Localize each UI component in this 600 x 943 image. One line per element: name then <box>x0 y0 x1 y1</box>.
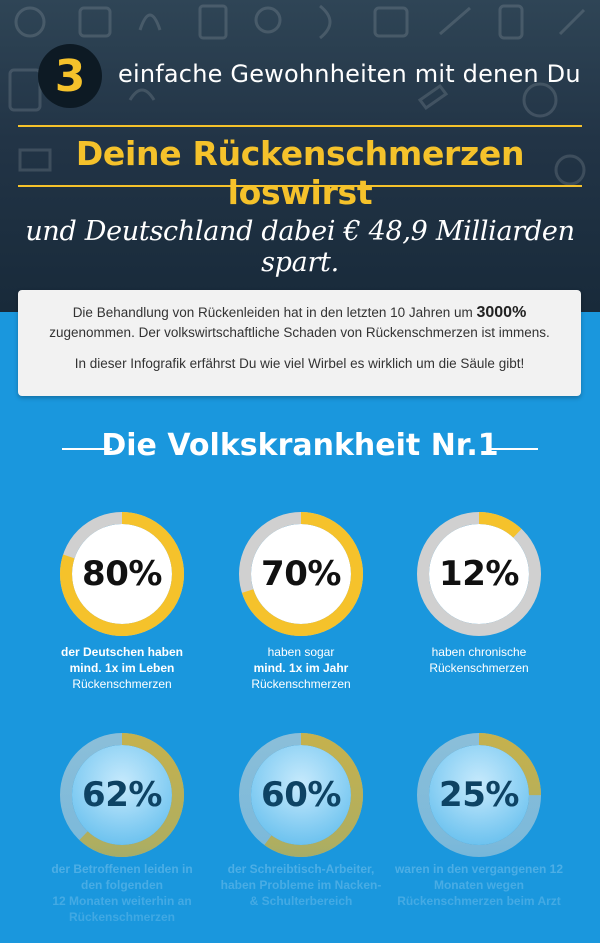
info-paragraph-1: Die Behandlung von Rückenleiden hat in d… <box>18 303 581 343</box>
divider-top <box>18 125 582 127</box>
stat-value: 25% <box>439 775 519 815</box>
caption-line: Rückenschmerzen <box>68 910 176 924</box>
info-box: Die Behandlung von Rückenleiden hat in d… <box>18 290 581 396</box>
info-text: Die Behandlung von Rückenleiden hat in d… <box>72 305 473 320</box>
progress-ring <box>60 512 184 636</box>
caption-line: Rückenschmerzen <box>72 677 172 691</box>
caption-line: den folgenden <box>81 878 163 892</box>
caption-line: 12 Monaten weiterhin an <box>52 894 192 908</box>
title-rule-right <box>488 448 538 450</box>
number-badge: 3 <box>38 44 102 108</box>
ring-face <box>429 524 529 624</box>
subtitle: und Deutschland dabei € 48,9 Milliarden … <box>25 216 575 278</box>
caption-line: Monaten wegen <box>433 878 524 892</box>
stat-value: 60% <box>261 775 341 815</box>
caption-line: mind. 1x im Leben <box>69 661 175 675</box>
info-highlight: 3000% <box>476 304 527 321</box>
divider-bottom <box>18 185 582 187</box>
stat-caption: waren in den vergangenen 12 Monaten wege… <box>389 861 569 909</box>
caption-line: mind. 1x im Jahr <box>253 661 349 675</box>
stat-value: 80% <box>82 554 162 594</box>
caption-line: der Deutschen haben <box>60 645 184 659</box>
section-title: Die Volkskrankheit Nr.1 <box>101 428 499 463</box>
ring-progress-arc <box>417 512 541 636</box>
stat-caption: haben chronische Rückenschmerzen <box>389 644 569 676</box>
caption-line: der Schreibtisch-Arbeiter, <box>227 862 375 876</box>
caption-line: der Betroffenen leiden in <box>51 862 193 876</box>
caption-line: Rückenschmerzen <box>251 677 351 691</box>
title-rule-left <box>62 448 112 450</box>
ring-face <box>72 524 172 624</box>
stat-caption: haben sogar mind. 1x im Jahr Rückenschme… <box>211 644 391 692</box>
caption-line: waren in den vergangenen 12 <box>394 862 564 876</box>
caption-line: haben Probleme im Nacken- <box>220 878 382 892</box>
info-paragraph-2: In dieser Infografik erfährst Du wie vie… <box>74 356 525 371</box>
progress-ring <box>417 512 541 636</box>
caption-line: haben chronische <box>431 645 527 659</box>
page-title: Deine Rückenschmerzen loswirst <box>75 134 525 212</box>
ring-face <box>251 524 351 624</box>
ring-progress-arc <box>60 512 184 636</box>
intro-text: einfache Gewohnheiten mit denen Du <box>118 60 581 88</box>
info-text-cont: zugenommen. Der volkswirtschaftliche Sch… <box>49 325 550 340</box>
medical-icons-pattern <box>8 4 586 186</box>
stat-value: 62% <box>82 775 162 815</box>
stat-value: 70% <box>261 554 341 594</box>
caption-line: haben sogar <box>267 645 335 659</box>
ring-progress-arc <box>239 512 363 636</box>
caption-line: Rückenschmerzen <box>429 661 529 675</box>
stat-caption: der Deutschen haben mind. 1x im Leben Rü… <box>32 644 212 692</box>
caption-line: & Schulterbereich <box>249 894 353 908</box>
header-banner: 3 einfache Gewohnheiten mit denen Du Dei… <box>0 0 600 312</box>
caption-line: Rückenschmerzen beim Arzt <box>397 894 561 908</box>
stat-caption: der Betroffenen leiden in den folgenden … <box>32 861 212 925</box>
progress-ring <box>239 512 363 636</box>
stat-value: 12% <box>439 554 519 594</box>
stat-caption: der Schreibtisch-Arbeiter, haben Problem… <box>211 861 391 909</box>
